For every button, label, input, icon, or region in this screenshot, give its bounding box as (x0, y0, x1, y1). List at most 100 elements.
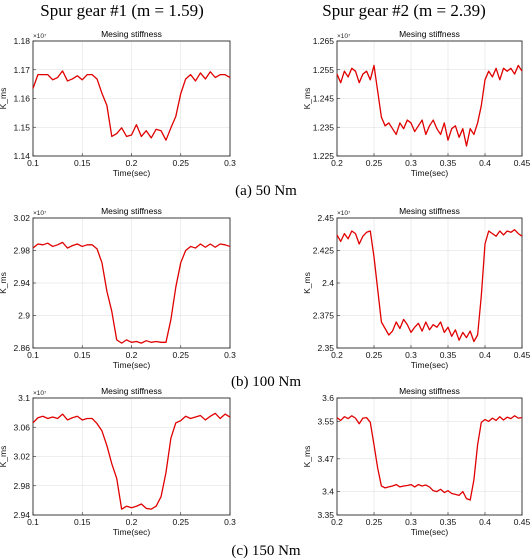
x-tick-label: 0.35 (440, 158, 457, 168)
y-tick-label: 3.4 (322, 487, 334, 497)
x-tick-label: 0.25 (366, 517, 383, 527)
x-tick-label: 0.2 (126, 158, 138, 168)
y-tick-label: 2.94 (13, 278, 30, 288)
y-tick-label: 3.02 (13, 452, 30, 462)
x-axis-label: Time(sec) (411, 360, 449, 370)
y-tick-label: 2.4 (322, 278, 334, 288)
x-tick-label: 0.35 (440, 517, 457, 527)
y-axis-label: K_ms (0, 272, 8, 294)
x-tick-label: 0.2 (331, 158, 343, 168)
y-tick-label: 1.15 (13, 122, 30, 132)
y-tick-label: 3.02 (13, 213, 30, 223)
y-multiplier: ×10⁷ (33, 390, 47, 397)
x-tick-label: 0.45 (514, 158, 531, 168)
x-tick-label: 0.1 (27, 517, 39, 527)
x-tick-label: 0.2 (331, 350, 343, 360)
y-tick-label: 3.6 (322, 393, 334, 403)
x-tick-label: 0.15 (74, 350, 91, 360)
plot-border (336, 40, 523, 157)
x-tick-label: 0.3 (405, 517, 417, 527)
x-tick-label: 0.2 (331, 517, 343, 527)
y-multiplier: ×10⁷ (337, 33, 351, 40)
x-tick-label: 0.25 (366, 158, 383, 168)
x-tick-label: 0.25 (366, 350, 383, 360)
x-tick-label: 0.25 (172, 158, 189, 168)
x-tick-label: 0.3 (224, 350, 236, 360)
stiffness-series-line (32, 412, 231, 510)
stiffness-series-line (32, 70, 231, 141)
column-header-gear1: Spur gear #1 (m = 1.59) (40, 1, 204, 20)
plot-title: Mesing stiffness (399, 206, 460, 216)
x-axis-label: Time(sec) (113, 360, 151, 370)
y-tick-label: 2.9 (18, 311, 30, 321)
x-tick-label: 0.2 (126, 350, 138, 360)
x-tick-label: 0.3 (405, 158, 417, 168)
y-tick-label: 3.06 (13, 422, 30, 432)
y-tick-label: 3.35 (317, 510, 334, 520)
x-tick-label: 0.4 (479, 517, 491, 527)
x-axis-label: Time(sec) (411, 527, 449, 537)
y-tick-label: 2.45 (317, 213, 334, 223)
stiffness-plot-4: 0.2 0.25 0.3 0.35 0.4 0.45 2.35 2.375 2.4 2.425 2.… (302, 206, 531, 370)
y-tick-label: 2.86 (13, 343, 30, 353)
y-multiplier: ×10⁷ (33, 210, 47, 217)
x-axis-label: Time(sec) (113, 168, 151, 178)
y-tick-label: 1.17 (13, 65, 30, 75)
y-tick-label: 1.18 (13, 36, 30, 46)
y-tick-label: 2.375 (313, 311, 335, 321)
stiffness-series-line (336, 415, 523, 501)
x-tick-label: 0.15 (74, 517, 91, 527)
x-tick-label: 0.3 (224, 158, 236, 168)
plot-title: Mesing stiffness (101, 29, 162, 39)
y-tick-label: 2.98 (13, 481, 30, 491)
plot-border (32, 40, 231, 157)
x-tick-label: 0.2 (126, 517, 138, 527)
plot-border (336, 397, 523, 516)
y-tick-label: 2.35 (317, 343, 334, 353)
plot-border (336, 217, 523, 349)
stiffness-plot-5: 0.1 0.15 0.2 0.25 0.3 2.94 2.98 3.02 3.06 3.1 Mesi… (0, 386, 236, 537)
y-tick-label: 1.14 (13, 151, 30, 161)
y-axis-label: K_ms (0, 446, 8, 468)
y-tick-label: 2.98 (13, 246, 30, 256)
stiffness-series-line (336, 229, 523, 343)
y-tick-label: 1.225 (313, 151, 335, 161)
y-tick-label: 1.235 (313, 122, 335, 132)
stiffness-plot-6: 0.2 0.25 0.3 0.35 0.4 0.45 3.35 3.4 3.47 3.55 3.6 M… (302, 386, 531, 537)
y-tick-label: 3.1 (18, 393, 30, 403)
plot-frame (336, 397, 523, 516)
x-tick-label: 0.25 (172, 350, 189, 360)
y-multiplier: ×10⁷ (337, 210, 351, 217)
x-tick-label: 0.25 (172, 517, 189, 527)
y-tick-label: 1.255 (313, 65, 335, 75)
stiffness-series-line (32, 241, 231, 344)
y-axis-label: K_ms (0, 88, 8, 110)
plot-title: Mesing stiffness (399, 29, 460, 39)
plot-title: Mesing stiffness (101, 386, 162, 396)
column-header-gear2: Spur gear #2 (m = 2.39) (322, 1, 486, 20)
x-tick-label: 0.15 (74, 158, 91, 168)
stiffness-plot-1: 0.1 0.15 0.2 0.25 0.3 1.14 1.15 1.16 1.17 1.18 Mes… (0, 29, 236, 178)
x-tick-label: 0.1 (27, 350, 39, 360)
x-tick-label: 0.35 (440, 350, 457, 360)
y-multiplier: ×10⁷ (33, 33, 47, 40)
plot-title: Mesing stiffness (399, 386, 460, 396)
x-tick-label: 0.4 (479, 350, 491, 360)
y-tick-label: 2.425 (313, 246, 335, 256)
plot-title: Mesing stiffness (101, 206, 162, 216)
y-tick-label: 1.265 (313, 36, 335, 46)
y-axis-label: K_ms (302, 446, 312, 468)
x-tick-label: 0.45 (514, 350, 531, 360)
y-tick-label: 2.94 (13, 510, 30, 520)
x-tick-label: 0.3 (224, 517, 236, 527)
x-tick-label: 0.4 (479, 158, 491, 168)
stiffness-plot-2: 0.2 0.25 0.3 0.35 0.4 0.45 1.225 1.235 1.245 1.25… (302, 29, 531, 178)
y-tick-label: 3.47 (317, 454, 334, 464)
x-axis-label: Time(sec) (411, 168, 449, 178)
x-tick-label: 0.3 (405, 350, 417, 360)
y-tick-label: 1.245 (313, 94, 335, 104)
plot-border (32, 397, 231, 516)
caption-100nm: (b) 100 Nm (231, 374, 301, 390)
stiffness-series-line (336, 64, 523, 147)
